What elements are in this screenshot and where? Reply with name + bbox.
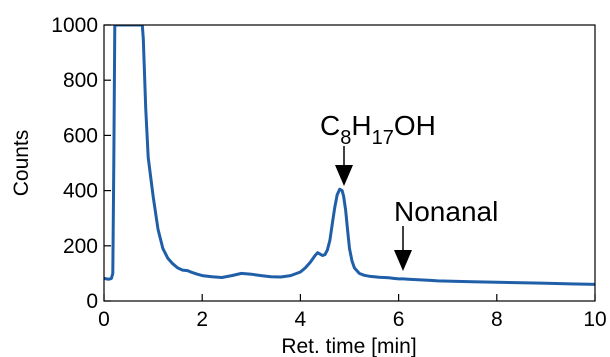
- annotation-nonanal-label: Nonanal: [394, 196, 498, 227]
- annot-oh: OH: [394, 110, 436, 141]
- annotation-nonanal-arrow: [394, 226, 412, 271]
- x-tick-label: 4: [295, 308, 307, 331]
- annot-h: H: [351, 110, 371, 141]
- y-axis-ticks: 0 200 400 600 800 1000: [51, 14, 111, 313]
- annot-sub-17: 17: [372, 127, 394, 149]
- y-tick-label: 0: [86, 290, 98, 313]
- x-axis-ticks: 0 2 4 6 8 10: [98, 294, 607, 331]
- x-tick-label: 2: [196, 308, 208, 331]
- x-tick-label: 8: [491, 308, 503, 331]
- x-tick-label: 0: [98, 308, 110, 331]
- y-tick-label: 400: [63, 180, 98, 203]
- x-axis-title: Ret. time [min]: [281, 335, 416, 357]
- y-tick-label: 600: [63, 124, 98, 147]
- annot-sub-8: 8: [340, 127, 351, 149]
- chromatogram-line: [104, 25, 595, 286]
- plot-frame: [103, 24, 596, 302]
- annotation-octanol-label: C8H17OH: [320, 110, 436, 149]
- y-axis-title: Counts: [10, 130, 33, 197]
- x-tick-label: 6: [393, 308, 405, 331]
- y-tick-label: 1000: [51, 14, 98, 37]
- annot-c: C: [320, 110, 340, 141]
- y-tick-label: 200: [63, 235, 98, 258]
- x-tick-label: 10: [583, 308, 606, 331]
- annotation-octanol-arrow: [335, 146, 353, 186]
- y-tick-label: 800: [63, 69, 98, 92]
